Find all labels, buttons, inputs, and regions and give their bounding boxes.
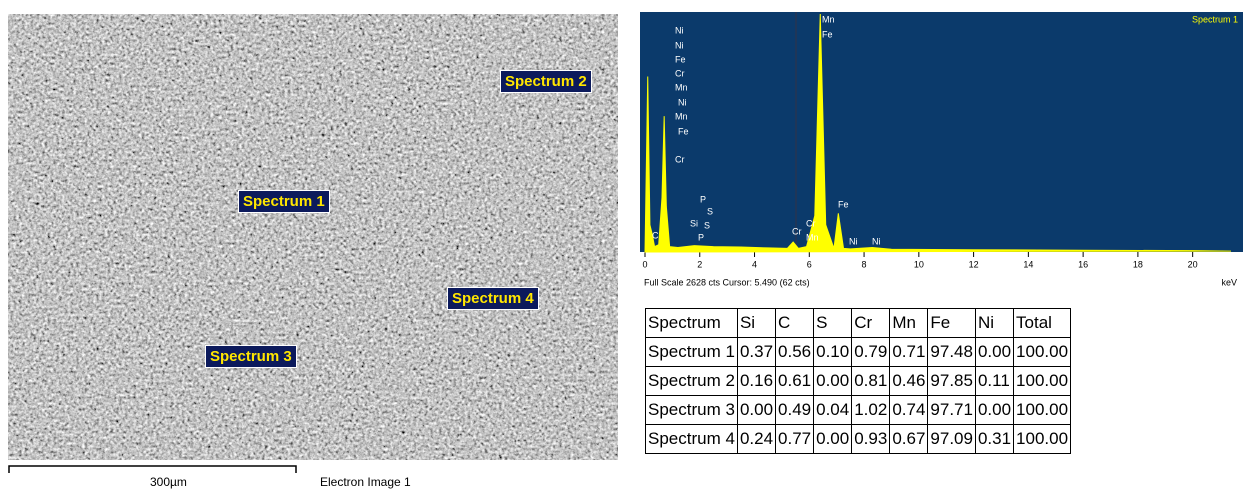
peak-label: Ni bbox=[675, 40, 684, 50]
table-cell: Spectrum 4 bbox=[646, 425, 738, 454]
table-cell: 0.77 bbox=[776, 425, 814, 454]
table-cell: 0.16 bbox=[737, 367, 775, 396]
table-cell: Si bbox=[737, 309, 775, 338]
spectrum-tag: Spectrum 3 bbox=[205, 345, 297, 368]
table-cell: 0.37 bbox=[737, 338, 775, 367]
peak-label: P bbox=[698, 232, 704, 242]
peak-label: Ni bbox=[675, 25, 684, 35]
table-cell: 0.10 bbox=[814, 338, 852, 367]
spectrum-chart: Spectrum 1 keV Full Scale 2628 cts Curso… bbox=[640, 12, 1243, 290]
scale-bar bbox=[8, 464, 298, 474]
table-cell: C bbox=[776, 309, 814, 338]
table-cell: 100.00 bbox=[1014, 425, 1071, 454]
peak-label: Ni bbox=[872, 236, 881, 246]
peak-label: Si bbox=[690, 218, 698, 228]
peak-label: Mn bbox=[822, 14, 835, 24]
table-cell: Spectrum bbox=[646, 309, 738, 338]
peak-label: Fe bbox=[678, 126, 689, 136]
table-cell: 0.00 bbox=[975, 338, 1013, 367]
x-tick-label: 2 bbox=[697, 259, 702, 269]
table-cell: S bbox=[814, 309, 852, 338]
table-cell: 0.56 bbox=[776, 338, 814, 367]
table-cell: 0.31 bbox=[975, 425, 1013, 454]
table-cell: Mn bbox=[890, 309, 928, 338]
table-cell: 0.79 bbox=[852, 338, 890, 367]
table-cell: 0.67 bbox=[890, 425, 928, 454]
x-tick-label: 16 bbox=[1078, 259, 1088, 269]
table-cell: Fe bbox=[928, 309, 976, 338]
x-tick-label: 10 bbox=[914, 259, 924, 269]
table-cell: 97.85 bbox=[928, 367, 976, 396]
peak-label: Cr bbox=[806, 218, 816, 228]
table-cell: 0.81 bbox=[852, 367, 890, 396]
page: {"image": {"labels": ["Spectrum 1", "Spe… bbox=[0, 0, 1243, 490]
table-cell: 0.46 bbox=[890, 367, 928, 396]
peak-label: Mn bbox=[675, 82, 688, 92]
table-cell: 0.24 bbox=[737, 425, 775, 454]
table-cell: 0.71 bbox=[890, 338, 928, 367]
table-cell: Spectrum 3 bbox=[646, 396, 738, 425]
chart-title: Spectrum 1 bbox=[1192, 14, 1238, 24]
spectrum-tag: Spectrum 2 bbox=[500, 70, 592, 93]
table-cell: 97.48 bbox=[928, 338, 976, 367]
table-cell: 0.49 bbox=[776, 396, 814, 425]
table-cell: Spectrum 1 bbox=[646, 338, 738, 367]
peak-label: Cr bbox=[675, 154, 685, 164]
table-cell: 97.71 bbox=[928, 396, 976, 425]
table-cell: 1.02 bbox=[852, 396, 890, 425]
peak-label: C bbox=[652, 230, 659, 240]
table-cell: 0.00 bbox=[737, 396, 775, 425]
table-cell: 0.00 bbox=[814, 367, 852, 396]
peak-label: S bbox=[704, 220, 710, 230]
x-tick-label: 0 bbox=[642, 259, 647, 269]
peak-label: Mn bbox=[675, 111, 688, 121]
table-cell: 100.00 bbox=[1014, 338, 1071, 367]
table-cell: 0.04 bbox=[814, 396, 852, 425]
peak-label: Fe bbox=[822, 29, 833, 39]
table-cell: 100.00 bbox=[1014, 396, 1071, 425]
table-cell: 97.09 bbox=[928, 425, 976, 454]
table-cell: Cr bbox=[852, 309, 890, 338]
table-cell: 0.00 bbox=[814, 425, 852, 454]
spectrum-tag: Spectrum 4 bbox=[447, 287, 539, 310]
table-cell: 0.93 bbox=[852, 425, 890, 454]
table-cell: 0.11 bbox=[975, 367, 1013, 396]
x-tick-label: 14 bbox=[1023, 259, 1033, 269]
table-cell: 0.00 bbox=[975, 396, 1013, 425]
table-cell: Spectrum 2 bbox=[646, 367, 738, 396]
x-tick-label: 8 bbox=[862, 259, 867, 269]
table-cell: Ni bbox=[975, 309, 1013, 338]
scale-label: 300µm bbox=[150, 475, 187, 489]
x-tick-label: 6 bbox=[807, 259, 812, 269]
peak-label: Mn bbox=[806, 232, 819, 242]
x-tick-label: 18 bbox=[1133, 259, 1143, 269]
peak-label: Cr bbox=[792, 226, 802, 236]
x-tick-label: 4 bbox=[752, 259, 757, 269]
peak-label: Ni bbox=[849, 236, 858, 246]
table-cell: 0.61 bbox=[776, 367, 814, 396]
spectrum-tag: Spectrum 1 bbox=[238, 190, 330, 213]
x-axis-label: keV bbox=[1221, 277, 1237, 287]
x-tick-label: 12 bbox=[969, 259, 979, 269]
peak-label: Ni bbox=[678, 97, 687, 107]
table-cell: 0.74 bbox=[890, 396, 928, 425]
table-cell: 100.00 bbox=[1014, 367, 1071, 396]
peak-label: Cr bbox=[675, 68, 685, 78]
peak-label: Fe bbox=[838, 199, 849, 209]
x-tick-label: 20 bbox=[1188, 259, 1198, 269]
peak-label: S bbox=[707, 206, 713, 216]
peak-label: P bbox=[700, 194, 706, 204]
table-cell: Total bbox=[1014, 309, 1071, 338]
peak-label: Fe bbox=[675, 54, 686, 64]
plot-area bbox=[640, 12, 1243, 252]
footer: Full Scale 2628 cts Cursor: 5.490 (62 ct… bbox=[644, 277, 810, 287]
image-caption: Electron Image 1 bbox=[320, 475, 411, 489]
